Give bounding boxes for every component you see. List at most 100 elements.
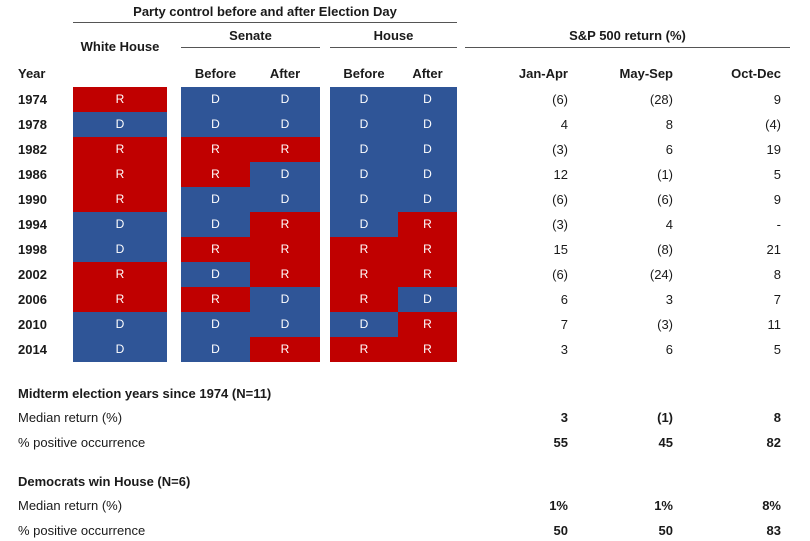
return-value: (3) xyxy=(552,142,568,157)
return-value: (6) xyxy=(657,192,673,207)
column-header: Before xyxy=(194,66,237,81)
party-cell: D xyxy=(250,312,320,337)
party-cell: R xyxy=(181,287,250,312)
party-cell: D xyxy=(330,212,398,237)
rule xyxy=(181,47,320,48)
summary-value: 50 xyxy=(658,522,673,538)
return-value: (24) xyxy=(649,267,673,282)
party-cell: D xyxy=(73,312,167,337)
section-title: Midterm election years since 1974 (N=11) xyxy=(18,386,272,401)
column-header: After xyxy=(412,66,443,81)
summary-value: 50 xyxy=(553,522,568,538)
return-value: (3) xyxy=(657,317,673,332)
party-cell: D xyxy=(73,212,167,237)
return-value: 7 xyxy=(773,292,781,307)
year: 1998 xyxy=(18,242,47,257)
party-cell: R xyxy=(398,337,457,362)
house-header: House xyxy=(373,28,414,43)
party-cell: R xyxy=(73,137,167,162)
summary-value: 1% xyxy=(549,498,568,513)
party-cell: D xyxy=(73,337,167,362)
party-cell: D xyxy=(250,87,320,112)
party-cell: R xyxy=(181,162,250,187)
column-header: Oct-Dec xyxy=(731,66,781,81)
party-cell: D xyxy=(181,312,250,337)
return-value: 6 xyxy=(665,342,673,357)
party-cell: D xyxy=(73,112,167,137)
summary-value: 82 xyxy=(766,434,781,450)
year: 1990 xyxy=(18,192,47,207)
party-cell: D xyxy=(181,337,250,362)
party-cell: R xyxy=(398,262,457,287)
return-value: 15 xyxy=(553,242,568,257)
year: 1994 xyxy=(18,217,47,232)
row-label: % positive occurrence xyxy=(18,434,146,450)
party-cell: D xyxy=(181,262,250,287)
party-cell: R xyxy=(73,287,167,312)
row-label: % positive occurrence xyxy=(18,522,146,538)
party-cell: D xyxy=(330,187,398,212)
column-header: After xyxy=(269,66,301,81)
year: 2014 xyxy=(18,342,47,357)
party-cell: R xyxy=(398,312,457,337)
return-value: 9 xyxy=(773,92,781,107)
party-cell: D xyxy=(250,287,320,312)
title: Party control before and after Election … xyxy=(133,4,397,19)
return-value: 3 xyxy=(560,342,568,357)
return-value: (4) xyxy=(765,117,781,132)
summary-value: 3 xyxy=(560,410,568,425)
summary-value: (1) xyxy=(657,410,673,425)
return-value: (6) xyxy=(552,267,568,282)
column-header: Year xyxy=(18,66,46,81)
party-cell: R xyxy=(330,262,398,287)
party-cell: D xyxy=(250,162,320,187)
summary-value: 83 xyxy=(766,522,781,538)
party-cell: D xyxy=(398,112,457,137)
return-value: 4 xyxy=(665,217,673,232)
party-cell: D xyxy=(330,112,398,137)
year: 1974 xyxy=(18,92,47,107)
return-value: (6) xyxy=(552,192,568,207)
return-value: 6 xyxy=(665,142,673,157)
return-value: (8) xyxy=(657,242,673,257)
return-value: 12 xyxy=(553,167,568,182)
summary-value: 1% xyxy=(654,498,673,513)
return-value: 11 xyxy=(767,317,782,332)
return-value: - xyxy=(776,217,781,232)
party-cell: D xyxy=(398,162,457,187)
rule xyxy=(330,47,457,48)
sp500-header: S&P 500 return (%) xyxy=(569,28,686,43)
party-cell: R xyxy=(73,162,167,187)
column-header: May-Sep xyxy=(619,66,673,81)
return-value: 8 xyxy=(665,117,673,132)
row-label: Median return (%) xyxy=(18,498,123,513)
return-value: 6 xyxy=(560,292,568,307)
party-cell: R xyxy=(181,237,250,262)
party-cell: D xyxy=(181,112,250,137)
return-value: 4 xyxy=(560,117,568,132)
party-cell: R xyxy=(330,287,398,312)
party-cell: D xyxy=(398,287,457,312)
return-value: 7 xyxy=(560,317,568,332)
return-value: 9 xyxy=(773,192,781,207)
party-cell: D xyxy=(250,187,320,212)
year: 2002 xyxy=(18,267,47,282)
party-cell: D xyxy=(330,312,398,337)
party-cell: R xyxy=(181,137,250,162)
party-cell: R xyxy=(73,187,167,212)
party-cell: D xyxy=(181,212,250,237)
party-cell: R xyxy=(330,237,398,262)
senate-header: Senate xyxy=(229,28,272,43)
return-value: 5 xyxy=(773,167,781,182)
column-header: Jan-Apr xyxy=(518,66,568,81)
section-title: Democrats win House (N=6) xyxy=(18,474,191,489)
party-cell: D xyxy=(330,162,398,187)
return-value: (28) xyxy=(649,92,673,107)
return-value: 19 xyxy=(766,142,781,157)
summary-value: 8% xyxy=(762,498,781,513)
year: 1986 xyxy=(18,167,47,182)
party-cell: R xyxy=(250,137,320,162)
party-cell: D xyxy=(181,187,250,212)
summary-value: 45 xyxy=(658,434,673,450)
